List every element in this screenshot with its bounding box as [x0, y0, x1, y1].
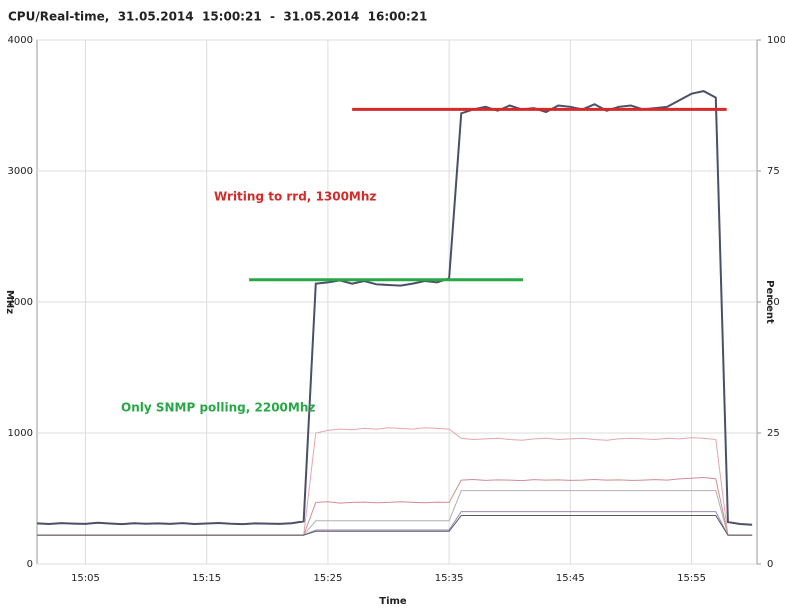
- annotation: Only SNMP polling, 2200Mhz: [121, 401, 315, 415]
- y-tick-label: 2000: [8, 297, 33, 308]
- y2-axis-label: Percent: [764, 280, 775, 324]
- x-tick-label: 15:15: [192, 573, 221, 584]
- x-tick-label: 15:25: [313, 573, 342, 584]
- y-tick-label: 3000: [8, 166, 33, 177]
- x-tick-label: 15:05: [71, 573, 100, 584]
- x-tick-label: 15:35: [435, 573, 464, 584]
- x-tick-label: 15:55: [677, 573, 706, 584]
- y2-tick-label: 75: [767, 166, 780, 177]
- y2-tick-label: 100: [767, 35, 785, 46]
- series-line: [36, 90, 753, 526]
- series-line: [37, 515, 753, 536]
- x-tick-label: 15:45: [556, 573, 585, 584]
- x-axis-label: Time: [379, 596, 407, 607]
- y2-tick-label: 50: [767, 297, 780, 308]
- y2-tick-label: 25: [767, 428, 780, 439]
- chart-title: CPU/Real-time, 31.05.2014 15:00:21 - 31.…: [8, 10, 427, 24]
- y-tick-label: 1000: [8, 428, 33, 439]
- y-tick-label: 0: [27, 559, 33, 570]
- y-axis-label: MHz: [4, 290, 15, 314]
- y2-tick-label: 0: [767, 559, 773, 570]
- annotation: Writing to rrd, 1300Mhz: [214, 190, 376, 204]
- y-tick-label: 4000: [8, 35, 33, 46]
